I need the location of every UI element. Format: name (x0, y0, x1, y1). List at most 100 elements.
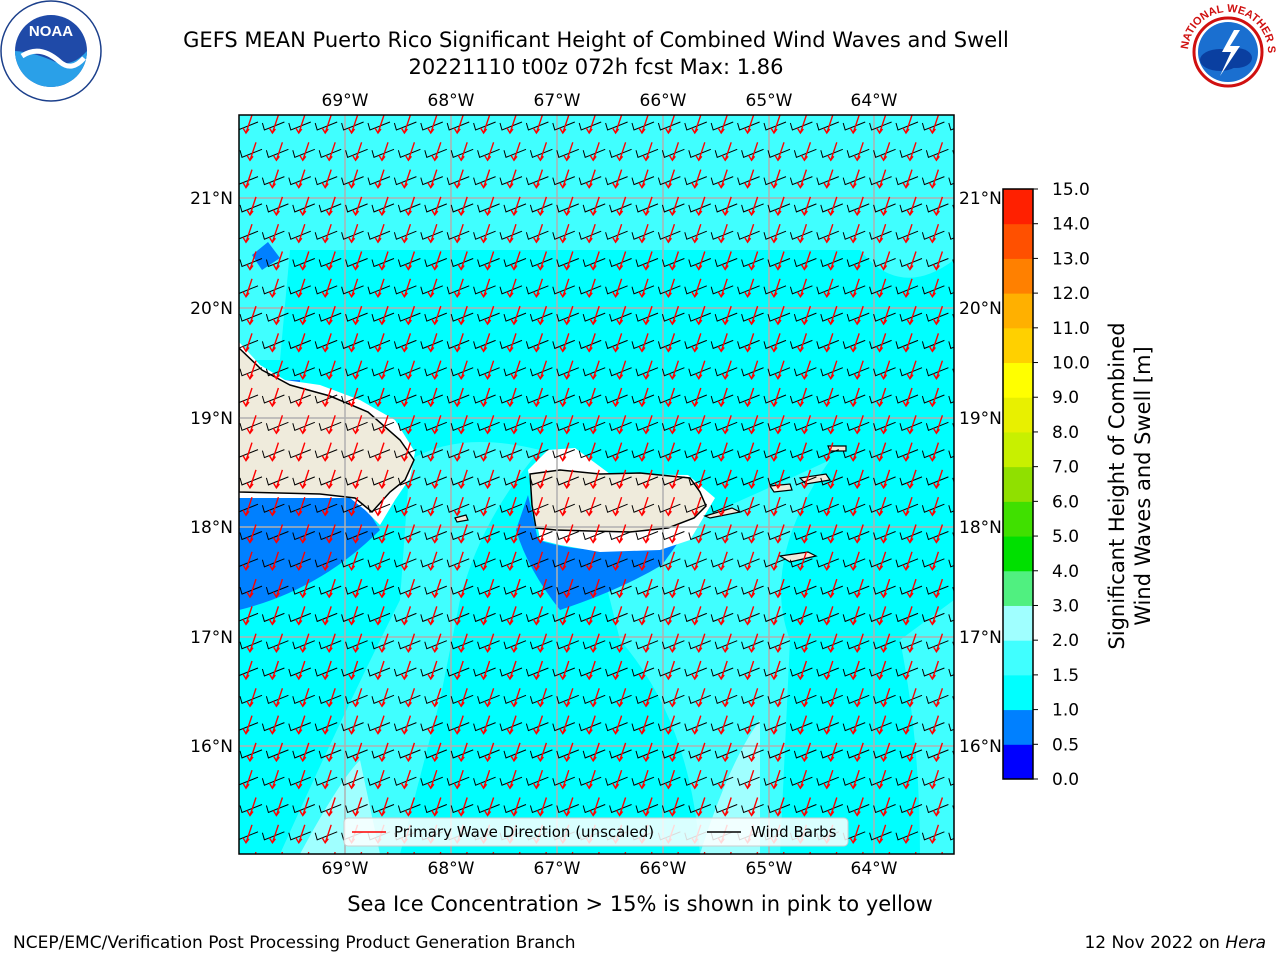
wave-direction-arrow (400, 496, 412, 517)
wind-barb (635, 476, 659, 486)
wave-direction-arrow (559, 606, 570, 626)
wave-direction-arrow (589, 524, 600, 544)
wave-direction-arrow (611, 333, 623, 353)
wave-direction-arrow (747, 688, 759, 708)
land-virgin-islands (768, 483, 793, 493)
wave-direction-arrow (321, 442, 332, 462)
wave-direction-arrow (800, 415, 812, 435)
wave-direction-arrow (902, 223, 913, 244)
wind-barb (899, 694, 923, 704)
wind-barb (477, 694, 500, 704)
wind-barb (714, 531, 738, 541)
wave-direction-arrow (796, 606, 808, 626)
wave-direction-arrow (638, 278, 649, 299)
wave-direction-arrow (404, 524, 416, 544)
wind-barb (661, 148, 685, 158)
wind-barb (610, 859, 632, 867)
lon-label: 66°W (640, 91, 687, 111)
wave-direction-arrow (563, 524, 574, 544)
wave-direction-arrow (272, 469, 284, 490)
wave-direction-arrow (321, 278, 332, 299)
wind-barb (446, 285, 470, 295)
wave-direction-arrow (638, 387, 649, 408)
wind-barb (578, 449, 602, 459)
wind-barb (499, 121, 523, 131)
wind-barb (661, 640, 685, 650)
wave-direction-arrow (906, 360, 917, 380)
wind-barb (345, 640, 368, 650)
wind-barb (661, 367, 685, 377)
wind-barb (820, 148, 843, 158)
wave-direction-arrow (378, 415, 389, 435)
wind-barb (529, 804, 553, 814)
wind-barb (503, 421, 527, 431)
wave-direction-arrow (431, 196, 442, 217)
wind-barb (239, 176, 259, 185)
wind-barb (239, 558, 259, 567)
wind-barb (899, 258, 923, 268)
wave-direction-arrow (479, 769, 491, 790)
wave-direction-arrow (849, 223, 860, 244)
wave-direction-arrow (532, 715, 544, 735)
wave-direction-arrow (242, 606, 253, 626)
wind-barb (737, 176, 760, 186)
wave-direction-arrow (664, 715, 676, 735)
wind-barb (292, 367, 315, 377)
wind-barb (314, 285, 338, 295)
wind-barb (873, 476, 896, 486)
wave-direction-arrow (928, 387, 940, 408)
wind-barb (921, 722, 945, 732)
wind-barb (688, 640, 711, 650)
wind-barb (292, 804, 315, 814)
wind-barb (895, 230, 919, 240)
wind-barb (582, 258, 606, 268)
wave-direction-arrow (563, 360, 574, 380)
wind-barb (314, 831, 338, 841)
wave-direction-arrow (800, 142, 812, 162)
wave-direction-arrow (849, 278, 860, 299)
colorbar-tick-label: 9.0 (1052, 388, 1079, 408)
wave-direction-arrow (902, 660, 913, 681)
wind-barb (793, 312, 817, 322)
wind-barb (473, 121, 496, 131)
wind-barb (397, 258, 421, 268)
wind-barb (367, 558, 391, 568)
wind-barb (529, 749, 553, 759)
wave-direction-arrow (668, 415, 680, 435)
wind-barb (345, 804, 368, 814)
wind-barb (953, 859, 975, 867)
wave-direction-arrow (483, 415, 495, 435)
wind-barb (869, 612, 892, 623)
wind-barb (846, 258, 870, 268)
wind-barb (714, 312, 738, 322)
wave-direction-arrow (325, 578, 336, 599)
wave-direction-arrow (400, 606, 412, 626)
wind-barb (635, 421, 659, 431)
wave-direction-arrow (268, 769, 280, 790)
wind-barb (556, 476, 579, 486)
wave-direction-arrow (510, 797, 521, 817)
lon-label: 64°W (851, 91, 898, 111)
wave-direction-arrow (770, 660, 781, 681)
wind-barb (578, 121, 602, 131)
wind-barb (631, 722, 655, 732)
wind-barb (420, 285, 443, 295)
wind-barb (684, 339, 707, 350)
wave-direction-arrow (268, 442, 280, 462)
wind-barb (925, 640, 949, 650)
wind-barb (710, 503, 734, 513)
wind-barb (741, 585, 764, 595)
wave-direction-arrow (928, 115, 940, 135)
wind-barb (789, 394, 813, 404)
wave-direction-arrow (347, 278, 359, 299)
wind-barb (631, 612, 655, 623)
wave-direction-arrow (347, 223, 359, 244)
wind-barb (578, 230, 602, 240)
wind-barb (503, 148, 527, 158)
wind-barb (869, 558, 892, 568)
wave-direction-arrow (268, 387, 280, 408)
wind-barb (714, 640, 738, 650)
wind-barb (661, 804, 685, 814)
wave-direction-arrow (563, 469, 574, 490)
wave-direction-arrow (378, 688, 389, 708)
